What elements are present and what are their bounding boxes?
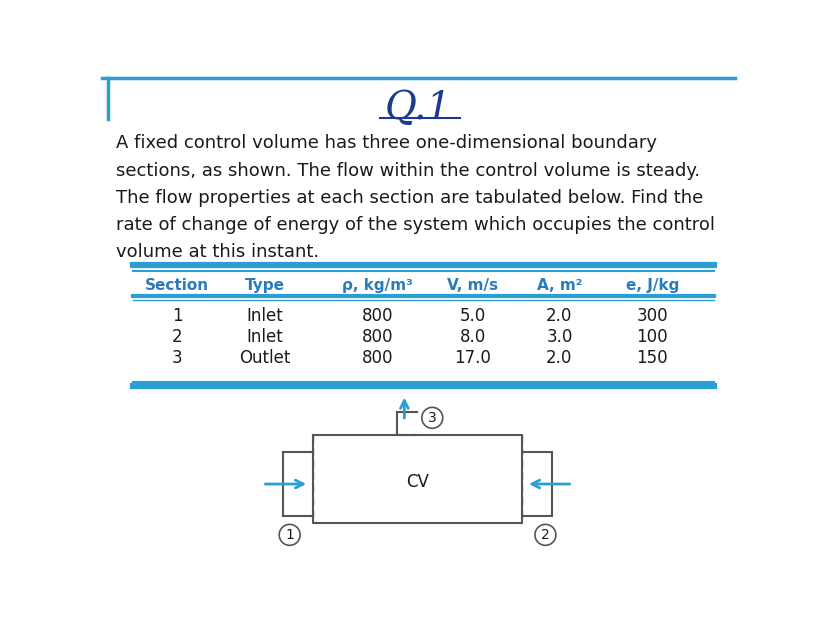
Text: 800: 800 — [361, 349, 393, 367]
Text: 2.0: 2.0 — [547, 307, 573, 325]
Text: 800: 800 — [361, 307, 393, 325]
Text: 3: 3 — [172, 349, 183, 367]
Text: A, m²: A, m² — [537, 278, 582, 293]
Text: V, m/s: V, m/s — [447, 278, 498, 293]
Text: 2: 2 — [172, 328, 183, 346]
Text: Inlet: Inlet — [247, 307, 283, 325]
Text: A fixed control volume has three one-dimensional boundary
sections, as shown. Th: A fixed control volume has three one-dim… — [116, 135, 715, 261]
Text: 3.0: 3.0 — [547, 328, 573, 346]
Text: 150: 150 — [636, 349, 668, 367]
Text: 100: 100 — [636, 328, 668, 346]
Text: Outlet: Outlet — [239, 349, 291, 367]
Text: 5.0: 5.0 — [459, 307, 485, 325]
Text: 300: 300 — [636, 307, 668, 325]
Text: Type: Type — [245, 278, 285, 293]
Text: 8.0: 8.0 — [459, 328, 485, 346]
Text: ρ, kg/m³: ρ, kg/m³ — [342, 278, 413, 293]
Text: Section: Section — [145, 278, 209, 293]
Text: Inlet: Inlet — [247, 328, 283, 346]
Text: 1: 1 — [285, 528, 294, 542]
Text: CV: CV — [406, 472, 429, 490]
Text: 2: 2 — [541, 528, 550, 542]
Text: e, J/kg: e, J/kg — [626, 278, 679, 293]
Text: 17.0: 17.0 — [454, 349, 491, 367]
Text: 1: 1 — [172, 307, 183, 325]
Text: 3: 3 — [428, 411, 436, 425]
Text: 2.0: 2.0 — [547, 349, 573, 367]
Text: 800: 800 — [361, 328, 393, 346]
Text: Q.1: Q.1 — [385, 90, 452, 126]
